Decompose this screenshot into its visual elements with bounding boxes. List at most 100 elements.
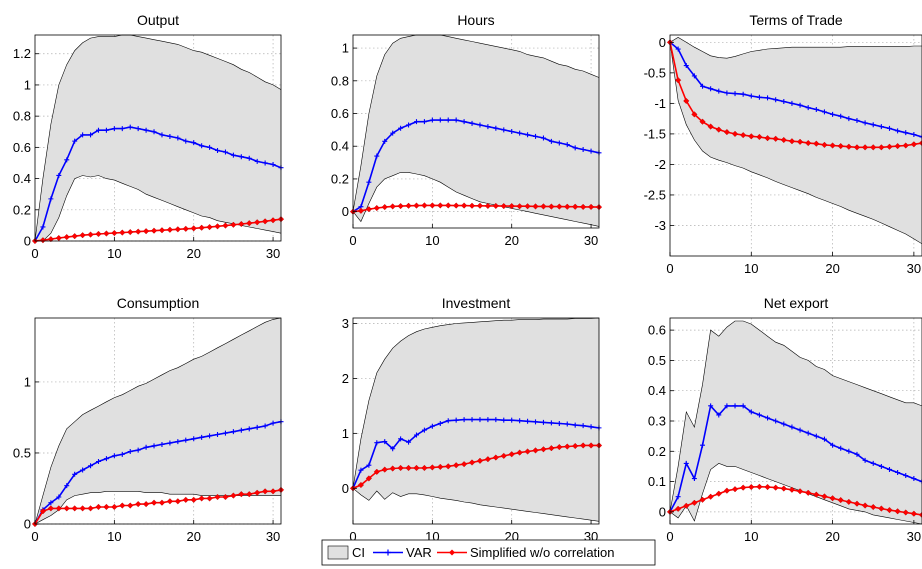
axes-box — [352, 34, 600, 229]
model-point — [587, 203, 595, 210]
var-point — [374, 440, 380, 446]
ci-lower-line — [669, 463, 922, 525]
y-tick-label: 1 — [342, 41, 349, 56]
model-point — [55, 234, 62, 242]
ci-band — [670, 37, 922, 244]
model-point — [182, 225, 189, 232]
var-point — [509, 417, 515, 423]
model-point — [580, 442, 587, 449]
model-point — [715, 126, 722, 133]
var-point — [485, 417, 491, 423]
panel-title: Net export — [764, 295, 829, 311]
var-point — [406, 439, 412, 445]
model-point — [532, 203, 539, 210]
model-point — [572, 203, 579, 210]
model-point — [500, 203, 507, 210]
model-point — [230, 492, 237, 499]
model-point — [150, 499, 158, 506]
var-point — [805, 105, 811, 111]
model-point — [780, 136, 787, 144]
model-point — [206, 495, 213, 502]
y-tick-label: 0.4 — [13, 171, 31, 186]
ci-upper-line — [34, 34, 282, 242]
ci-lower-line — [352, 488, 600, 522]
ci-upper-line — [352, 317, 600, 489]
model-point — [190, 225, 197, 232]
x-tick-label: 0 — [349, 529, 356, 544]
var-point — [540, 419, 546, 425]
model-point — [71, 505, 78, 512]
var-point — [453, 117, 459, 123]
model-point — [63, 234, 70, 241]
var-point — [903, 130, 909, 136]
var-point — [111, 453, 117, 459]
var-point — [477, 122, 483, 128]
model-point — [166, 498, 173, 505]
model-point — [453, 462, 460, 469]
var-point — [789, 424, 795, 430]
panel-title: Hours — [457, 12, 494, 28]
model-point — [862, 144, 869, 151]
var-point — [254, 424, 260, 430]
var-point — [262, 423, 268, 429]
var-point — [103, 127, 109, 133]
var-point — [724, 403, 730, 409]
x-tick-label: 10 — [744, 529, 758, 544]
var-point — [48, 196, 54, 202]
var-point — [756, 94, 762, 100]
model-point — [111, 503, 118, 511]
model-point — [127, 502, 134, 509]
model-point — [564, 203, 571, 210]
model-point — [63, 505, 70, 512]
model-point — [365, 206, 372, 213]
x-tick-label: 20 — [825, 261, 839, 276]
model-point — [788, 486, 796, 493]
model-point — [516, 203, 523, 210]
var-point — [358, 467, 364, 473]
var-point — [127, 449, 133, 455]
var-point — [911, 476, 917, 482]
var-point — [135, 447, 141, 453]
model-point — [516, 449, 523, 456]
var-point — [556, 420, 562, 426]
model-point — [683, 502, 690, 509]
model-point — [143, 501, 150, 508]
ci-lower-line — [352, 172, 600, 227]
panel-title: Terms of Trade — [749, 12, 843, 28]
ci-band — [353, 35, 599, 227]
legend-var-marker — [385, 549, 391, 556]
model-point — [71, 233, 78, 240]
model-point — [532, 447, 539, 454]
model-point — [699, 496, 706, 503]
axes-box — [669, 34, 922, 257]
var-point — [878, 463, 884, 469]
model-point — [813, 491, 820, 498]
var-point — [501, 417, 507, 423]
var-point — [445, 418, 451, 424]
model-point — [548, 445, 555, 452]
var-point — [870, 122, 876, 128]
var-point — [390, 130, 396, 136]
var-point — [886, 466, 892, 472]
model-point — [707, 493, 714, 500]
var-point — [821, 109, 827, 115]
x-tick-label: 0 — [666, 529, 673, 544]
model-point — [79, 505, 86, 512]
model-point — [691, 499, 698, 506]
model-point — [135, 228, 142, 235]
model-point — [119, 229, 126, 236]
var-point — [525, 132, 531, 138]
model-point — [902, 142, 909, 149]
axes-box — [352, 317, 600, 525]
var-point — [564, 142, 570, 148]
x-tick-label: 0 — [349, 233, 356, 248]
model-point — [845, 143, 852, 150]
model-point — [262, 488, 269, 495]
model-point — [103, 503, 110, 511]
model-point — [870, 503, 877, 511]
var-point — [830, 111, 836, 117]
model-point — [556, 203, 563, 210]
var-point — [493, 125, 499, 131]
y-tick-label: 0.1 — [648, 474, 666, 489]
panel-title: Consumption — [117, 295, 200, 311]
